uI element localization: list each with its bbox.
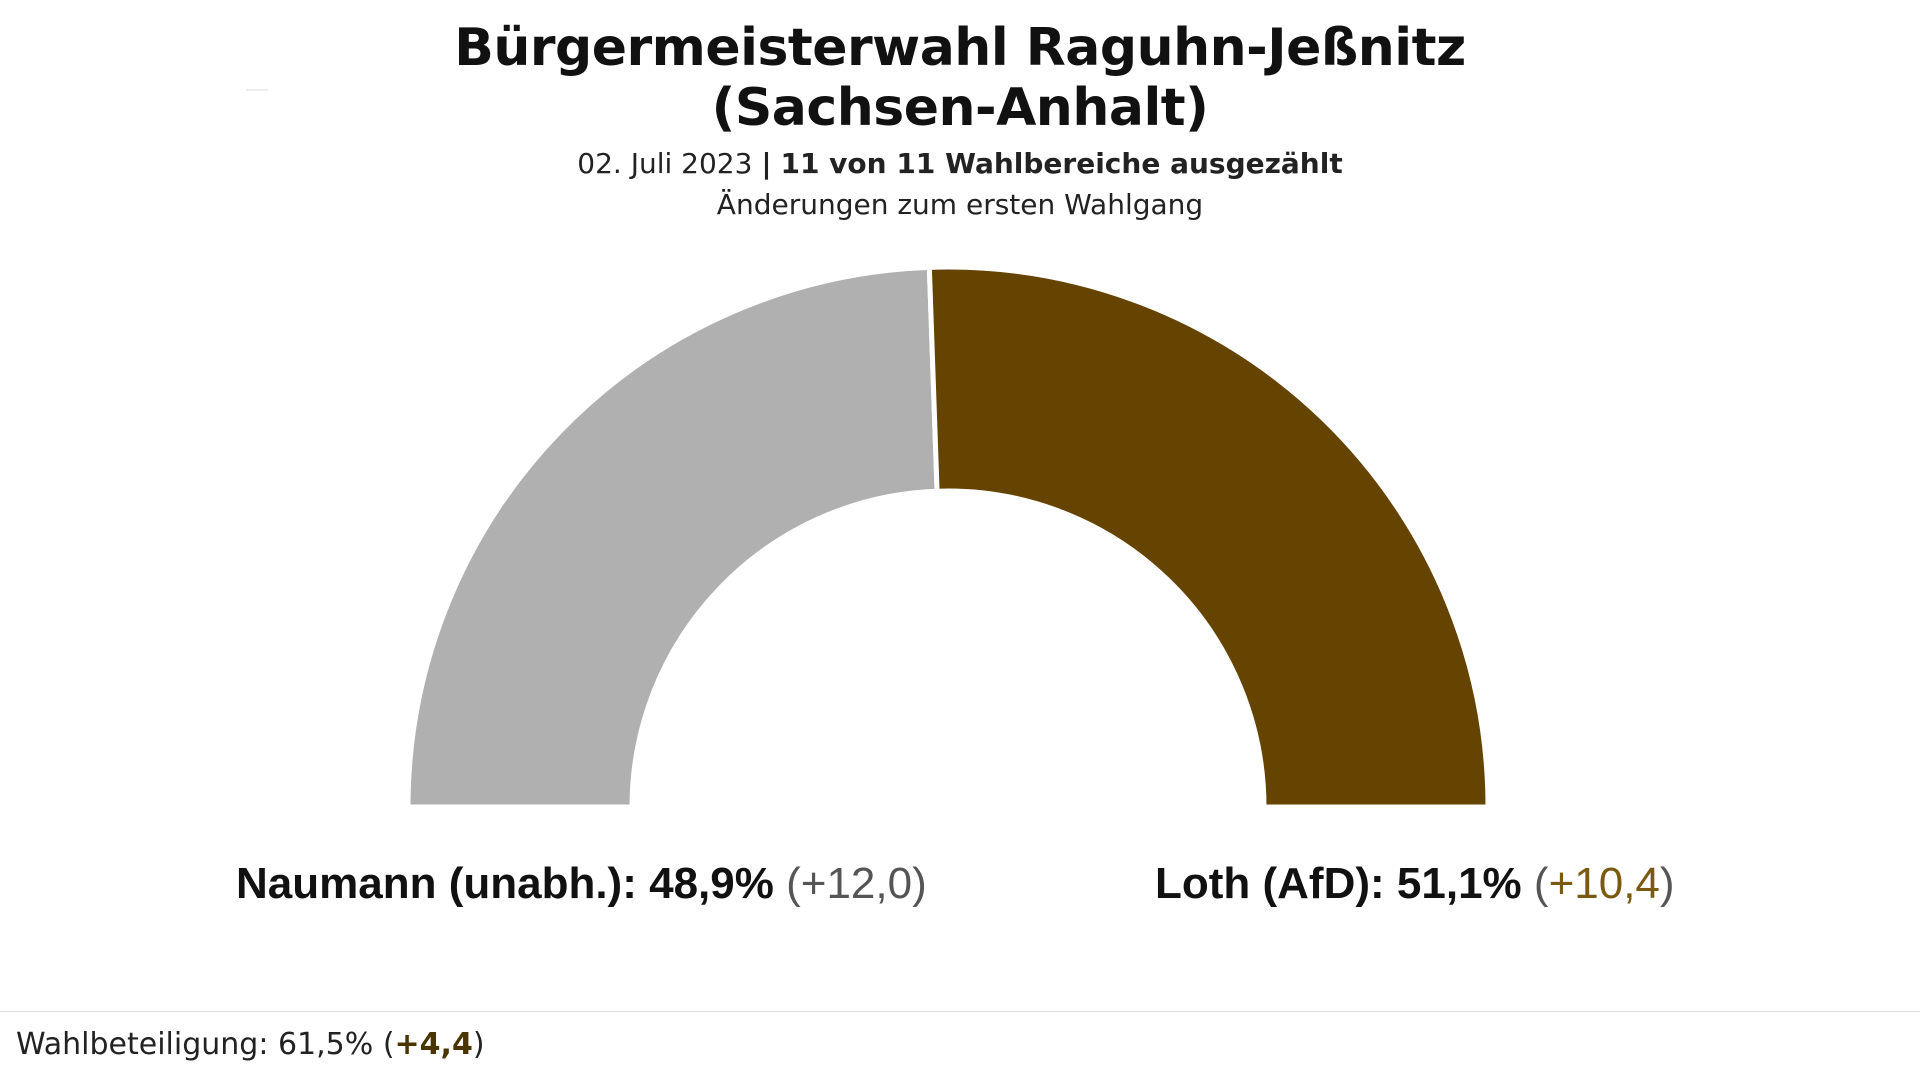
result-naumann-percent: 48,9% bbox=[649, 859, 774, 908]
election-date: 02. Juli 2023 bbox=[577, 147, 753, 180]
chart-subtitle: 02. Juli 2023 | 11 von 11 Wahlbereiche a… bbox=[0, 144, 1920, 184]
decorative-dash bbox=[246, 89, 268, 91]
result-naumann: Naumann (unabh.): 48,9% (+12,0) bbox=[236, 856, 927, 912]
subtitle-separator: | bbox=[761, 147, 772, 180]
result-loth: Loth (AfD): 51,1% (+10,4) bbox=[1155, 856, 1675, 912]
result-loth-name: Loth (AfD): bbox=[1155, 859, 1385, 908]
chart-title: Bürgermeisterwahl Raguhn-Jeßnitz (Sachse… bbox=[0, 0, 1920, 138]
turnout-value: 61,5% bbox=[277, 1027, 374, 1062]
donut-slice-loth bbox=[926, 264, 1491, 810]
footer-divider bbox=[0, 1011, 1920, 1012]
result-loth-change: (+10,4) bbox=[1533, 859, 1675, 908]
turnout-label: Wahlbeteiligung: bbox=[16, 1027, 269, 1062]
turnout-change-wrap: (+4,4) bbox=[382, 1027, 485, 1062]
chart-note: Änderungen zum ersten Wahlgang bbox=[716, 188, 1204, 221]
chart-title-line2: (Sachsen-Anhalt) bbox=[711, 78, 1209, 138]
result-loth-percent: 51,1% bbox=[1396, 859, 1522, 908]
chart-header: Bürgermeisterwahl Raguhn-Jeßnitz (Sachse… bbox=[0, 0, 1920, 226]
turnout-change: +4,4 bbox=[394, 1027, 473, 1062]
chart-title-line1: Bürgermeisterwahl Raguhn-Jeßnitz bbox=[454, 18, 1466, 78]
counting-status: 11 von 11 Wahlbereiche ausgezählt bbox=[780, 147, 1343, 180]
result-naumann-name: Naumann (unabh.): bbox=[236, 859, 637, 908]
turnout: Wahlbeteiligung: 61,5% (+4,4) bbox=[16, 1022, 485, 1068]
donut-slice-naumann bbox=[405, 264, 940, 810]
result-naumann-change: (+12,0) bbox=[786, 859, 927, 908]
